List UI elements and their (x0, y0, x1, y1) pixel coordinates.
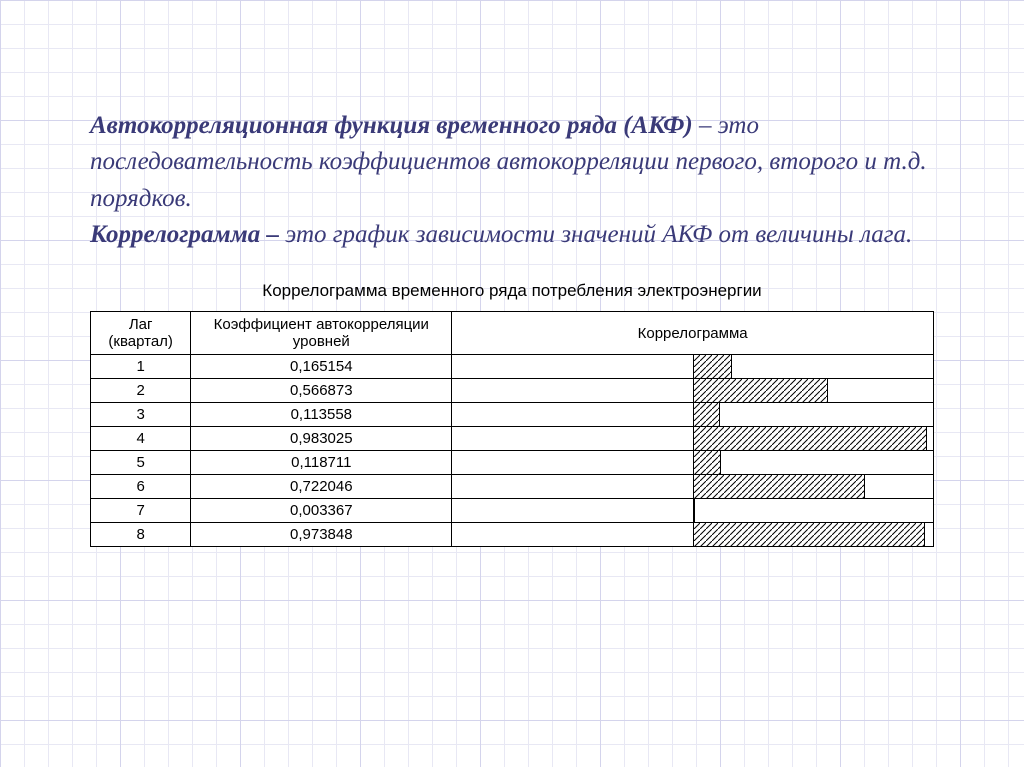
cell-correlogram (452, 403, 934, 427)
correlogram-bar (693, 378, 828, 403)
cell-lag: 8 (91, 523, 191, 547)
cell-correlogram (452, 523, 934, 547)
correlogram-bar (693, 402, 720, 427)
akf-term: Автокорреляционная функция временного ря… (90, 112, 693, 139)
correlogram-bar (693, 354, 732, 379)
cell-lag: 3 (91, 403, 191, 427)
table-row: 30,113558 (91, 403, 934, 427)
cell-coef: 0,113558 (191, 403, 452, 427)
table-row: 20,566873 (91, 379, 934, 403)
header-lag: Лаг (квартал) (91, 312, 191, 355)
table-row: 70,003367 (91, 499, 934, 523)
correlogram-bar (693, 450, 721, 475)
cell-coef: 0,566873 (191, 379, 452, 403)
cell-correlogram (452, 379, 934, 403)
cell-correlogram (452, 427, 934, 451)
definitions-block: Автокорреляционная функция временного ря… (90, 108, 934, 253)
cell-coef: 0,165154 (191, 355, 452, 379)
cell-coef: 0,003367 (191, 499, 452, 523)
cell-lag: 1 (91, 355, 191, 379)
table-row: 50,118711 (91, 451, 934, 475)
cell-coef: 0,722046 (191, 475, 452, 499)
cell-correlogram (452, 355, 934, 379)
cell-lag: 7 (91, 499, 191, 523)
correlogram-bar (693, 474, 865, 499)
cell-lag: 5 (91, 451, 191, 475)
cell-correlogram (452, 499, 934, 523)
cell-correlogram (452, 475, 934, 499)
table-row: 40,983025 (91, 427, 934, 451)
table-row: 60,722046 (91, 475, 934, 499)
cell-coef: 0,118711 (191, 451, 452, 475)
cell-correlogram (452, 451, 934, 475)
correlogram-bar (693, 522, 925, 547)
cell-coef: 0,973848 (191, 523, 452, 547)
correlogram-table: Лаг (квартал) Коэффициент автокорреляции… (90, 311, 934, 547)
table-row: 80,973848 (91, 523, 934, 547)
cell-lag: 4 (91, 427, 191, 451)
correlogram-term: Коррелограмма – (90, 221, 279, 248)
table-title: Коррелограмма временного ряда потреблени… (90, 281, 934, 301)
header-correlogram: Коррелограмма (452, 312, 934, 355)
correlogram-bar (693, 426, 927, 451)
table-row: 10,165154 (91, 355, 934, 379)
correlogram-desc: это график зависимости значений АКФ от в… (279, 221, 912, 248)
correlogram-bar (693, 498, 695, 523)
cell-lag: 6 (91, 475, 191, 499)
cell-lag: 2 (91, 379, 191, 403)
header-coef: Коэффициент автокорреляции уровней (191, 312, 452, 355)
cell-coef: 0,983025 (191, 427, 452, 451)
